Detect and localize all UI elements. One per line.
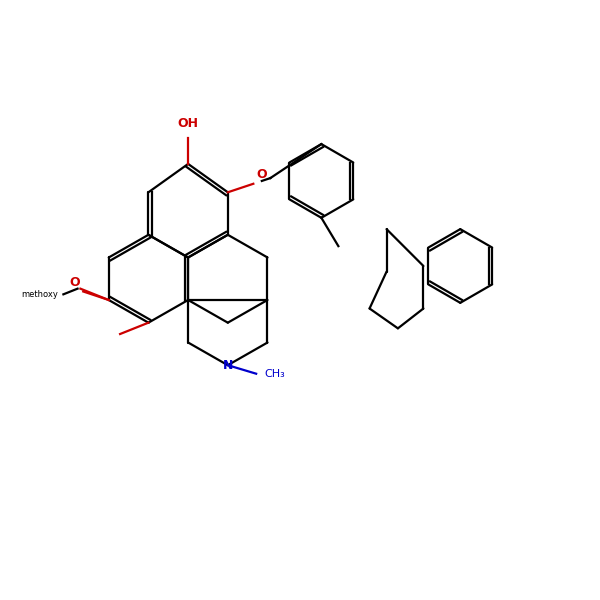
Text: O: O [70,275,80,289]
Text: OH: OH [178,117,199,130]
Text: methoxy: methoxy [21,290,58,299]
Text: O: O [256,168,267,181]
Text: N: N [223,359,233,372]
Text: CH₃: CH₃ [265,369,286,379]
